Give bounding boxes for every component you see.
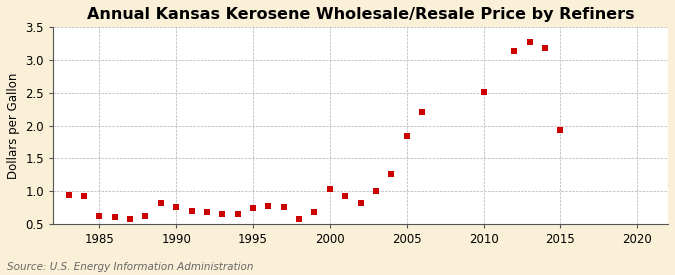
Point (63, 192, 74, 197)
Point (340, 194, 350, 199)
Text: Source: U.S. Energy Information Administration: Source: U.S. Energy Information Administ… (7, 262, 253, 272)
Point (94, 214, 105, 218)
Point (171, 205, 182, 209)
Point (478, 90, 489, 94)
Point (155, 201, 166, 205)
Point (217, 212, 227, 216)
Point (371, 189, 381, 193)
Point (140, 213, 151, 218)
Point (524, 40, 535, 44)
Point (232, 211, 243, 216)
Point (402, 134, 412, 138)
Point (355, 201, 366, 205)
Point (386, 172, 397, 176)
Point (201, 210, 212, 214)
Point (263, 204, 274, 208)
Point (278, 205, 289, 209)
Y-axis label: Dollars per Gallon: Dollars per Gallon (7, 73, 20, 179)
Point (416, 110, 427, 114)
Point (325, 186, 335, 191)
Point (109, 215, 120, 220)
Point (294, 217, 304, 222)
Point (540, 45, 551, 50)
Title: Annual Kansas Kerosene Wholesale/Resale Price by Refiners: Annual Kansas Kerosene Wholesale/Resale … (87, 7, 634, 22)
Point (78, 194, 89, 198)
Point (309, 209, 320, 214)
Point (125, 217, 136, 222)
Point (248, 205, 259, 210)
Point (186, 209, 197, 213)
Point (555, 127, 566, 132)
Point (509, 49, 520, 53)
